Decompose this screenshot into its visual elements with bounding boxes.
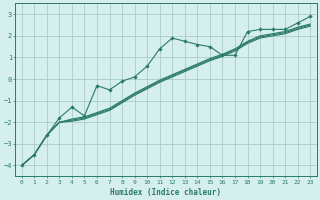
X-axis label: Humidex (Indice chaleur): Humidex (Indice chaleur) — [110, 188, 221, 197]
